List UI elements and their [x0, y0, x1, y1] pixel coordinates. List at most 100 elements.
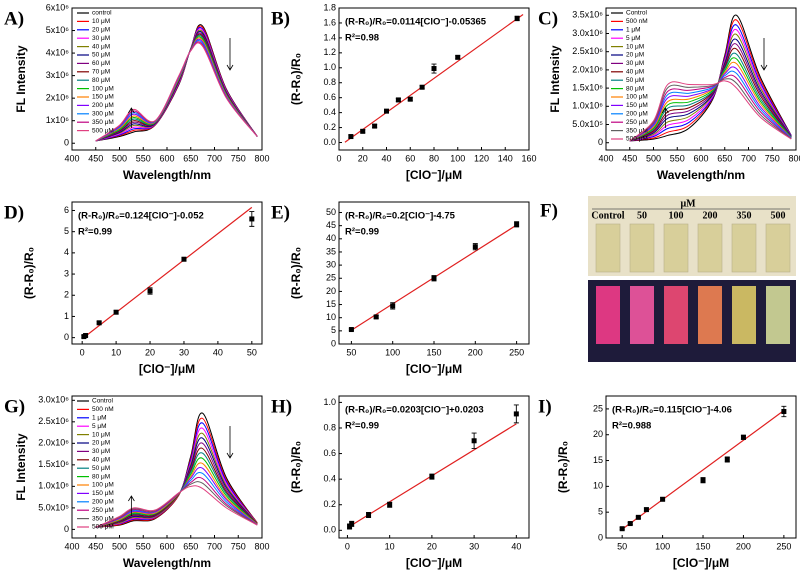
legend-label: Control	[92, 398, 114, 405]
legend-label: 250 μM	[92, 507, 114, 514]
x-tick-label: 650	[183, 541, 198, 551]
panel: I) 50 100 150 200 250 0 5 10 15 20 25 [ClO⁻]/μM (R-R₀…	[538, 395, 797, 570]
vial-label: 200	[703, 210, 718, 221]
x-tick-label: 30	[469, 541, 479, 551]
data-point	[348, 327, 354, 333]
r-squared: R²=0.99	[345, 227, 379, 238]
r-squared: R²=0.98	[345, 33, 379, 44]
legend-label: 150 μM	[92, 94, 114, 101]
y-tick-label: 5	[598, 507, 603, 517]
vial-day	[697, 223, 723, 273]
legend-label: 100 μM	[92, 482, 114, 489]
legend-label: 500 μM	[92, 524, 114, 531]
y-axis-label: (R-R₀)/R₀	[289, 441, 303, 493]
data-point	[643, 507, 649, 513]
x-tick-label: 150	[426, 347, 441, 357]
vial-day	[731, 223, 757, 273]
y-tick-label: 10	[326, 312, 336, 322]
photo-panel: F) μM Control 50 100 200 350 500	[540, 196, 796, 362]
fit-equation: (R-R₀)/R₀=0.2[ClO⁻]-4.75	[345, 211, 456, 222]
x-tick-label: 450	[88, 541, 103, 551]
data-point	[83, 333, 89, 339]
fit-equation: (R-R₀)/R₀=0.124[ClO⁻]-0.052	[78, 211, 204, 222]
data-point	[619, 526, 625, 532]
y-tick-label: 0.8	[323, 422, 336, 432]
spectrum-line	[629, 24, 792, 142]
vial-uv	[766, 286, 790, 344]
x-tick-label: 50	[247, 347, 257, 357]
legend-label: 20 μM	[92, 27, 110, 34]
legend-label: 30 μM	[92, 35, 110, 42]
y-tick-label: 40	[326, 233, 336, 243]
y-tick-label: 1.0	[323, 397, 336, 407]
spectrum-line	[629, 74, 792, 142]
legend-label: 500 μM	[626, 136, 648, 143]
legend-label: 150 μM	[92, 490, 114, 497]
x-tick-label: 550	[136, 153, 151, 163]
y-tick-label: 35	[326, 246, 336, 256]
x-tick-label: 550	[670, 153, 685, 163]
legend-label: 50 μM	[92, 465, 110, 472]
spectrum-line	[629, 80, 792, 142]
y-tick-label: 3	[64, 268, 69, 278]
legend-label: Control	[626, 10, 648, 17]
photo-uv	[588, 280, 796, 362]
x-tick-label: 10	[111, 347, 121, 357]
spectrum-line	[629, 29, 792, 142]
spectrum-line	[629, 38, 792, 142]
legend-label: 70 μM	[92, 69, 110, 76]
y-tick-label: 25	[593, 403, 603, 413]
y-tick-label: 0	[331, 338, 336, 348]
fit-equation: (R-R₀)/R₀=0.115[ClO⁻]-4.06	[612, 405, 732, 416]
spectrum-line	[629, 14, 792, 142]
x-tick-label: 140	[498, 153, 513, 163]
y-axis-label: FL Intensity	[548, 45, 562, 112]
arrow-down	[226, 426, 234, 459]
x-tick-label: 0	[336, 153, 341, 163]
y-tick-label: 2.0x10⁶	[38, 438, 69, 448]
x-tick-label: 600	[159, 153, 174, 163]
panel-label: C)	[538, 8, 558, 29]
x-tick-label: 650	[183, 153, 198, 163]
x-axis-label: [ClO⁻]/μM	[406, 168, 462, 182]
y-tick-label: 15	[593, 455, 603, 465]
spectrum-line	[95, 485, 258, 528]
panel-label: A)	[4, 8, 24, 29]
vial-uv	[664, 286, 688, 344]
legend-label: 350 μM	[92, 515, 114, 522]
y-tick-label: 0	[598, 532, 603, 542]
y-tick-label: 0.2	[323, 499, 336, 509]
legend-label: 10 μM	[92, 431, 110, 438]
data-point	[384, 108, 389, 114]
y-tick-label: 0.0	[323, 525, 336, 535]
panel-label: D)	[4, 202, 24, 223]
y-tick-label: 0.6	[323, 92, 336, 102]
y-tick-label: 25	[326, 273, 336, 283]
arrow-up	[662, 107, 669, 128]
panel: E) 50 100 150 200 250 0 5 10 15 20 25 30 35 40 45 50 [ClO…	[271, 201, 530, 376]
y-tick-label: 1x10⁶	[46, 115, 70, 125]
y-tick-label: 2.5x10⁶	[38, 416, 69, 426]
y-tick-label: 1.2	[323, 47, 336, 57]
plot-frame	[338, 395, 530, 539]
data-point	[700, 477, 706, 483]
data-point	[724, 457, 730, 463]
plot-frame	[71, 201, 263, 345]
x-tick-label: 20	[358, 153, 368, 163]
y-tick-label: 45	[326, 220, 336, 230]
y-tick-label: 50	[326, 207, 336, 217]
x-tick-label: 60	[405, 153, 415, 163]
y-axis-label: (R-R₀)/R₀	[22, 247, 36, 299]
legend-label: 5 μM	[92, 423, 107, 430]
x-tick-label: 450	[622, 153, 637, 163]
y-axis-label: FL Intensity	[14, 45, 28, 112]
x-tick-label: 100	[450, 153, 465, 163]
y-tick-label: 1	[64, 311, 69, 321]
spectrum-line	[629, 43, 792, 142]
legend-label: 250 μM	[626, 119, 648, 126]
panel-label: E)	[271, 202, 290, 223]
x-tick-label: 200	[736, 541, 751, 551]
y-tick-label: 4x10⁶	[46, 47, 70, 57]
x-tick-label: 200	[468, 347, 483, 357]
